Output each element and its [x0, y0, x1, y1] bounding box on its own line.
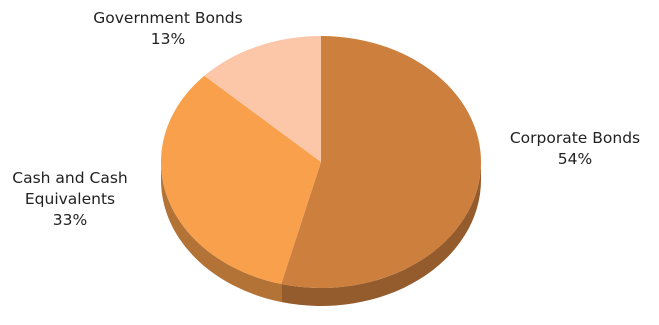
slice-name-corporate-bonds: Corporate Bonds — [509, 129, 641, 147]
slice-name-line-1: Cash and Cash — [12, 169, 128, 187]
pie-slice-government-bonds — [204, 36, 321, 162]
slice-side-0 — [281, 162, 481, 306]
slice-label-cash-and-cash-equivalents: Cash and Cash Equivalents 33% — [0, 168, 160, 231]
slice-name-line-2: Equivalents — [24, 190, 116, 208]
slice-percent-cash-and-cash-equivalents: 33% — [52, 211, 88, 229]
pie-slice-cash-and-cash-equivalents — [160, 75, 321, 285]
pie-slice-corporate-bonds — [281, 36, 481, 288]
slice-percent-corporate-bonds: 54% — [557, 150, 593, 168]
slice-label-corporate-bonds: Corporate Bonds 54% — [485, 128, 659, 170]
slice-side-1 — [161, 162, 282, 303]
slice-percent-government-bonds: 13% — [150, 30, 186, 48]
slice-name-government-bonds: Government Bonds — [93, 9, 243, 27]
slice-label-government-bonds: Government Bonds 13% — [38, 8, 298, 50]
